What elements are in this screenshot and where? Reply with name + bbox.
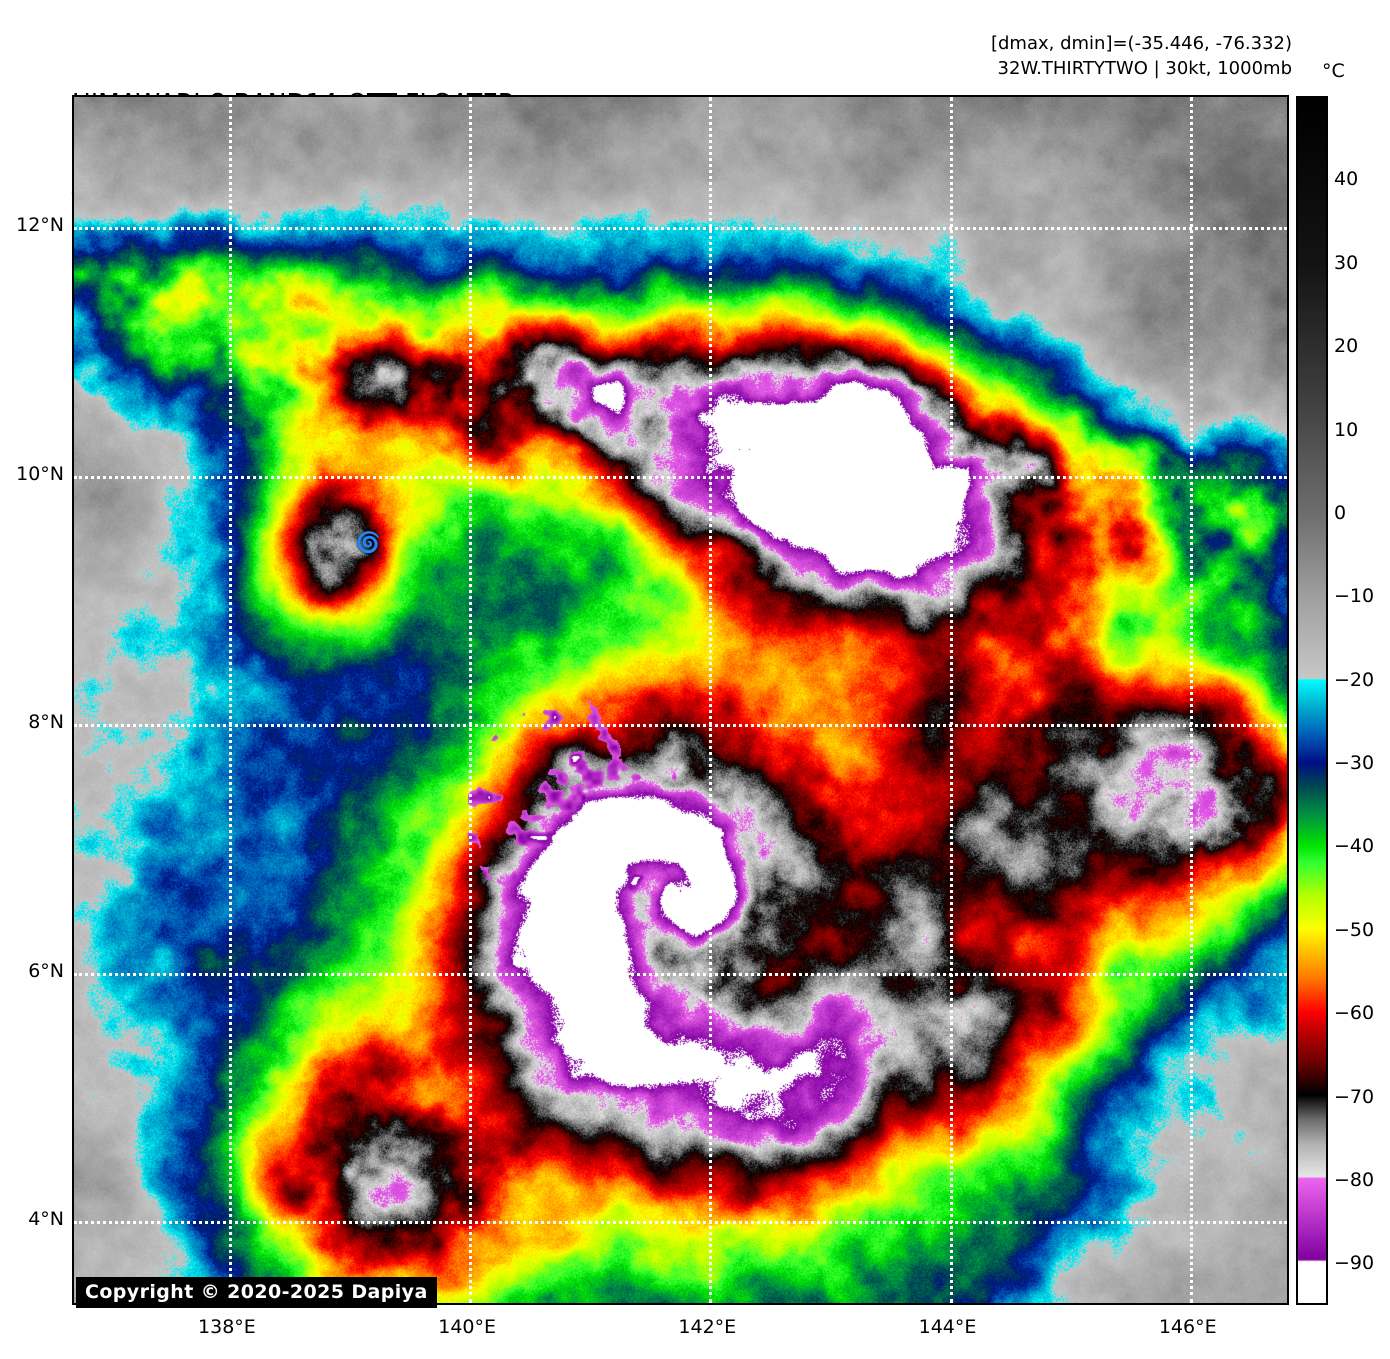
colorbar-tick-1: 30: [1334, 251, 1359, 274]
colorbar-tick-6: −20: [1334, 668, 1375, 691]
longitude-tick-4: 146°E: [1158, 1316, 1217, 1338]
longitude-tick-2: 142°E: [678, 1316, 737, 1338]
latitude-tick-0: 12°N: [16, 214, 64, 237]
storm-info-readout: 32W.THIRTYTWO | 30kt, 1000mb: [997, 58, 1292, 79]
colorbar-tick-11: −70: [1334, 1085, 1375, 1108]
colorbar: [1296, 96, 1328, 1305]
latitude-tick-2: 8°N: [28, 711, 64, 734]
longitude-tick-1: 140°E: [438, 1316, 497, 1338]
colorbar-tick-9: −50: [1334, 918, 1375, 941]
satellite-image-panel[interactable]: 🌀: [72, 95, 1289, 1305]
colorbar-gradient: [1298, 98, 1326, 1303]
colorbar-tick-3: 10: [1334, 418, 1359, 441]
colorbar-tick-7: −30: [1334, 752, 1375, 775]
latitude-axis: 12°N 10°N 8°N 6°N 4°N: [0, 0, 64, 1359]
colorbar-tick-0: 40: [1334, 168, 1359, 191]
latitude-tick-4: 4°N: [28, 1208, 64, 1231]
colorbar-tick-12: −80: [1334, 1168, 1375, 1191]
colorbar-tick-5: −10: [1334, 585, 1375, 608]
colorbar-tick-13: −90: [1334, 1252, 1375, 1275]
satellite-imagery-canvas: [74, 97, 1287, 1303]
colorbar-tick-4: 0: [1334, 501, 1347, 524]
longitude-tick-3: 144°E: [918, 1316, 977, 1338]
metadata-block: [dmax, dmin]=(-35.446, -76.332) 32W.THIR…: [991, 31, 1292, 81]
latitude-tick-3: 6°N: [28, 959, 64, 982]
copyright-watermark: Copyright © 2020-2025 Dapiya: [76, 1277, 437, 1308]
colorbar-tick-10: −60: [1334, 1002, 1375, 1025]
colorbar-unit-label: °C: [1322, 60, 1345, 82]
dmax-dmin-readout: [dmax, dmin]=(-35.446, -76.332): [990, 33, 1292, 54]
colorbar-tick-8: −40: [1334, 835, 1375, 858]
latitude-tick-1: 10°N: [16, 462, 64, 485]
longitude-tick-0: 138°E: [198, 1316, 256, 1338]
colorbar-tick-2: 20: [1334, 335, 1359, 358]
